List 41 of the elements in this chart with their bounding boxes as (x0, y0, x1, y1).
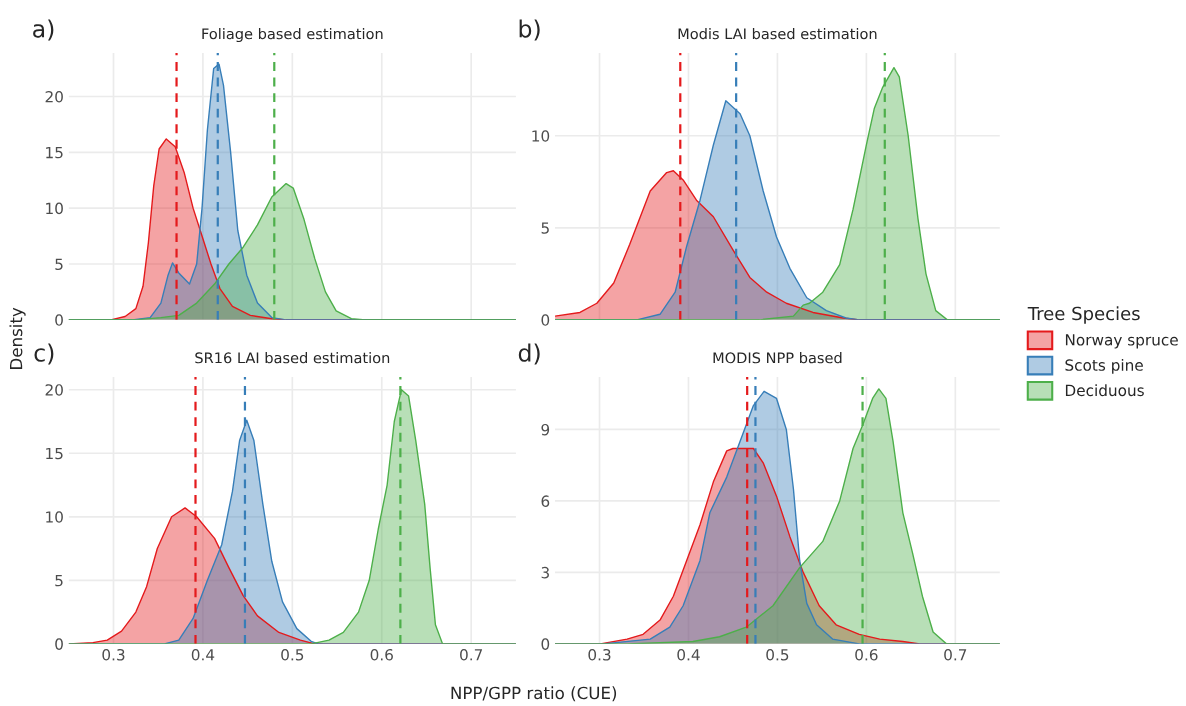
x-tick-label: 0.5 (766, 649, 789, 661)
x-tick-label: 0.4 (677, 649, 700, 661)
chart-title: SR16 LAI based estimation (195, 352, 390, 364)
x-tick-label: 0.3 (102, 649, 125, 661)
y-tick-label: 20 (45, 384, 63, 396)
y-axis-title: Density (9, 307, 26, 369)
y-tick-label: 9 (541, 423, 550, 436)
chart-title: MODIS NPP based (713, 352, 842, 364)
x-tick-label: 0.6 (370, 649, 393, 661)
y-tick-label: 5 (55, 258, 63, 271)
x-axis-title: NPP/GPP ratio (CUE) (451, 686, 617, 702)
legend-label: Scots pine (1065, 359, 1143, 374)
chart-title: Modis LAI based estimation (678, 27, 877, 40)
y-tick-label: 20 (45, 90, 63, 103)
y-tick-label: 5 (55, 575, 63, 587)
y-tick-label: 0 (55, 314, 63, 326)
x-tick-label: 0.5 (281, 649, 304, 661)
x-tick-label: 0.6 (855, 649, 878, 661)
y-tick-label: 0 (541, 314, 550, 326)
y-tick-label: 6 (541, 495, 550, 507)
text: a) (33, 19, 54, 41)
y-tick-label: 5 (541, 222, 549, 234)
y-tick-label: 10 (532, 130, 550, 142)
legend-label: Norway spruce (1065, 334, 1178, 349)
text: c) (34, 343, 54, 365)
legend-label: Deciduous (1065, 384, 1144, 397)
y-tick-label: 15 (46, 447, 63, 460)
x-tick-label: 0.7 (944, 649, 967, 661)
chart-title: Foliage based estimation (202, 27, 383, 43)
text: b) (519, 19, 540, 41)
y-tick-label: 0 (55, 638, 63, 650)
y-tick-label: 0 (541, 638, 550, 650)
x-tick-label: 0.7 (460, 649, 483, 661)
y-tick-label: 10 (46, 511, 63, 523)
legend-title: Tree Species (1027, 306, 1140, 324)
y-tick-label: 3 (541, 566, 549, 579)
y-tick-label: 15 (46, 146, 63, 159)
y-tick-label: 10 (46, 202, 63, 215)
x-tick-label: 0.4 (191, 649, 215, 661)
text: d) (518, 343, 540, 365)
x-tick-label: 0.3 (588, 649, 611, 661)
